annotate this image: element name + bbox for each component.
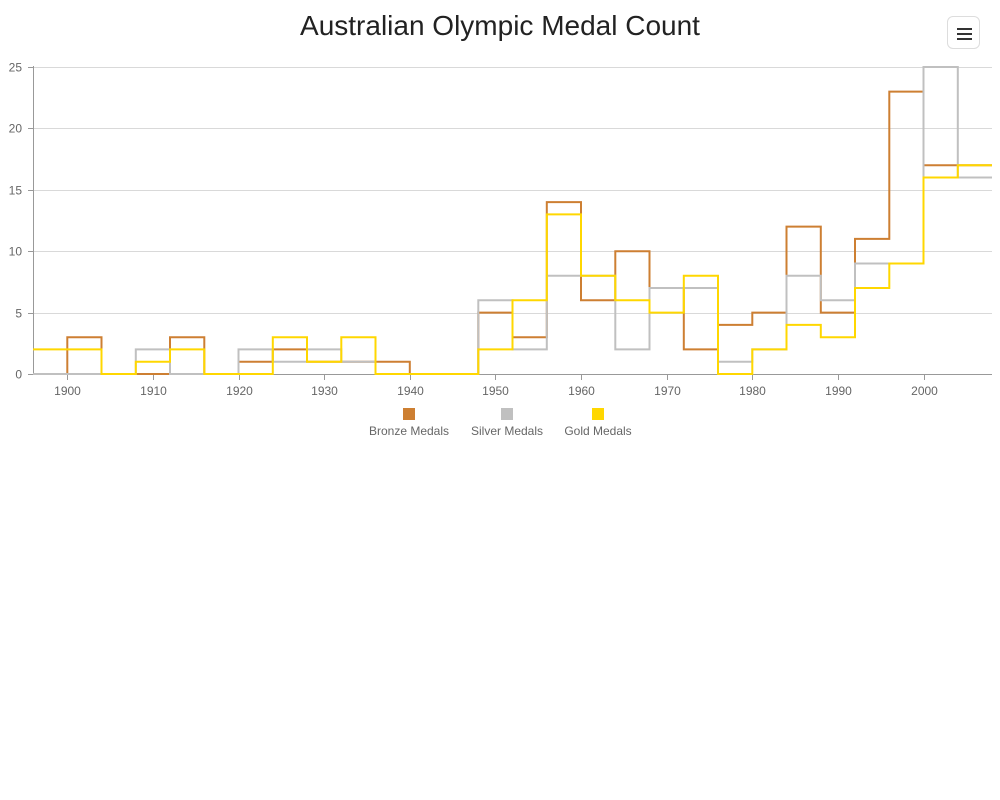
legend-item-bronze-medals[interactable]: Bronze Medals xyxy=(369,408,449,438)
x-tick-label: 2000 xyxy=(911,384,938,398)
legend-swatch xyxy=(592,408,604,420)
x-tick-label: 1920 xyxy=(226,384,253,398)
y-tick-label: 5 xyxy=(15,307,22,321)
x-tick-label: 1970 xyxy=(654,384,681,398)
legend-swatch xyxy=(403,408,415,420)
series-line-gold-medals xyxy=(33,164,992,375)
x-tick-label: 1900 xyxy=(54,384,81,398)
y-tick-label: 15 xyxy=(9,184,23,198)
y-tick-label: 20 xyxy=(9,122,23,136)
x-tick-label: 1910 xyxy=(140,384,167,398)
legend-swatch xyxy=(501,408,513,420)
legend-item-silver-medals[interactable]: Silver Medals xyxy=(471,408,543,438)
legend-label: Silver Medals xyxy=(471,424,543,438)
series-lines xyxy=(33,66,992,375)
y-tick-label: 25 xyxy=(9,61,23,75)
x-tick-label: 1930 xyxy=(311,384,338,398)
legend: Bronze Medals Silver Medals Gold Medals xyxy=(369,408,632,438)
gridlines xyxy=(33,67,992,314)
y-tick-label: 0 xyxy=(15,368,22,382)
x-tick-label: 1960 xyxy=(568,384,595,398)
legend-label: Gold Medals xyxy=(564,424,631,438)
x-tick-label: 1950 xyxy=(482,384,509,398)
chart-title: Australian Olympic Medal Count xyxy=(300,10,700,41)
x-tick-label: 1990 xyxy=(825,384,852,398)
legend-label: Bronze Medals xyxy=(369,424,449,438)
legend-item-gold-medals[interactable]: Gold Medals xyxy=(564,408,632,438)
axes: 0 5 10 15 20 25 1900 1910 1920 1930 1940 1950 1960 19… xyxy=(9,61,992,398)
chart-menu-button[interactable] xyxy=(947,16,980,49)
x-tick-label: 1980 xyxy=(739,384,766,398)
x-tick-label: 1940 xyxy=(397,384,424,398)
y-tick-label: 10 xyxy=(9,245,23,259)
